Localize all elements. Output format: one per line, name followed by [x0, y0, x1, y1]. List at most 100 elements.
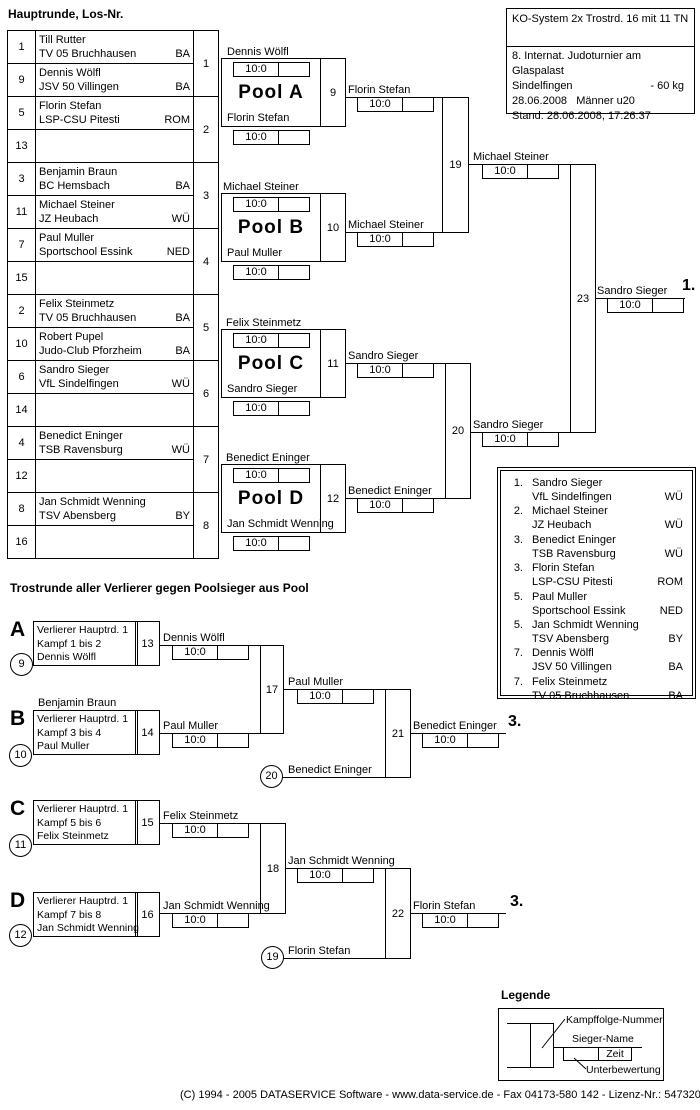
- time-cell: [468, 914, 498, 927]
- match-number: 13: [135, 621, 160, 666]
- match-number: 14: [135, 710, 160, 755]
- region-code: BA: [175, 312, 190, 324]
- event-date-class: 28.06.2008 Männer u20: [512, 95, 635, 107]
- score-value: 10:0: [358, 499, 403, 512]
- prelim-match-number: 5: [193, 294, 219, 361]
- entrant-cell: Sandro Sieger VfL Sindelfingen WÜ: [35, 360, 194, 394]
- result-rank: 1.: [513, 477, 523, 489]
- winner-name: Dennis Wölfl: [163, 632, 225, 644]
- entrant-cell: Paul Muller Sportschool Essink NED: [35, 228, 194, 262]
- entrant-row: 4 Benedict Eninger TSB Ravensburg WÜ 7: [7, 426, 219, 493]
- score-box: 10:0: [482, 432, 559, 447]
- pool-entrant-name: Michael Steiner: [223, 181, 299, 193]
- prelim-match-number: 1: [193, 30, 219, 97]
- consolation-letter: C: [10, 797, 26, 820]
- time-cell: [279, 266, 309, 279]
- los-number: 8: [7, 492, 36, 526]
- pool-ref-circle: 11: [9, 834, 32, 857]
- entrant-club: TSB Ravensburg: [39, 444, 123, 456]
- pool-label: Pool A: [238, 81, 304, 103]
- score-box: 10:0: [422, 733, 499, 748]
- result-region: WÜ: [664, 519, 683, 532]
- result-entry: 2. Michael Steiner JZ Heubach WÜ: [501, 504, 692, 532]
- pool-label: Pool B: [237, 216, 305, 238]
- entrant-name: Dennis Wölfl: [39, 67, 101, 79]
- score-box: 10:0: [172, 823, 249, 838]
- match-connector: 20: [445, 363, 471, 499]
- entrant-cell: [35, 129, 194, 163]
- region-code: ROM: [164, 114, 190, 126]
- entrant-name: Sandro Sieger: [39, 364, 110, 376]
- entrant-cell: Michael Steiner JZ Heubach WÜ: [35, 195, 194, 229]
- entrant-club: LSP-CSU Pitesti: [39, 114, 120, 126]
- winner-name: Jan Schmidt Wenning: [288, 855, 395, 867]
- region-code: BA: [175, 48, 190, 60]
- result-rank: 5.: [513, 590, 523, 603]
- entrant-name: Felix Steinmetz: [39, 298, 115, 310]
- score-value: 10:0: [234, 131, 279, 144]
- pool-ref-circle: 10: [9, 744, 32, 767]
- entrant-club: TSV Abensberg: [39, 510, 117, 522]
- score-value: 10:0: [173, 914, 218, 927]
- time-cell: [468, 734, 498, 747]
- consolation-letter: A: [10, 618, 26, 641]
- result-region: ROM: [657, 576, 683, 589]
- region-code: BA: [175, 81, 190, 93]
- score-value: 10:0: [358, 364, 403, 377]
- entrant-row: 2 Felix Steinmetz TV 05 Bruchhausen BA 5: [7, 294, 219, 361]
- winner-name: Florin Stefan: [413, 900, 476, 912]
- score-value: 10:0: [234, 402, 279, 415]
- result-region: WÜ: [664, 491, 683, 503]
- region-code: NED: [166, 246, 190, 258]
- region-code: WÜ: [171, 444, 190, 456]
- region-code: BA: [175, 345, 190, 357]
- time-cell: [343, 869, 373, 882]
- score-value: 10:0: [234, 198, 279, 211]
- legend-pointer-line: [541, 1018, 566, 1049]
- event-city: Sindelfingen: [512, 80, 573, 92]
- result-rank: 5.: [513, 618, 523, 631]
- los-number: 10: [7, 327, 36, 361]
- score-box: 10:0: [233, 130, 310, 145]
- main-round-title: Hauptrunde, Los-Nr.: [8, 7, 124, 21]
- consolation-source-box: Verlierer Hauptrd. 1 Kampf 3 bis 4 Paul …: [33, 710, 138, 755]
- result-club: TV 05 Bruchhausen: [532, 689, 630, 702]
- event-name: 8. Internat. Judoturnier am Glaspalast: [512, 50, 642, 77]
- pool-match-number: 9: [320, 58, 346, 127]
- region-code: WÜ: [171, 378, 190, 390]
- match-connector: 22: [385, 868, 411, 959]
- prelim-match-number: 7: [193, 426, 219, 493]
- entrant-cell: Benedict Eninger TSB Ravensburg WÜ: [35, 426, 194, 460]
- pool-entrant-name: Sandro Sieger: [227, 383, 298, 395]
- los-number: 3: [7, 162, 36, 196]
- entrant-row: 1 Till Rutter TV 05 Bruchhausen BA 1: [7, 30, 219, 97]
- entrant-name: Benjamin Braun: [39, 166, 118, 178]
- entrant-name: Robert Pupel: [39, 331, 104, 343]
- prelim-match-number: 2: [193, 96, 219, 163]
- result-region: WÜ: [664, 547, 683, 560]
- score-value: 10:0: [483, 165, 528, 178]
- entrant-row: 12: [7, 459, 219, 493]
- weight-class: - 60 kg: [650, 80, 684, 92]
- place-label: 1.: [682, 277, 696, 294]
- entrant-name: Benedict Eninger: [39, 430, 123, 442]
- winner-name: Paul Muller: [163, 720, 219, 732]
- bracket-line: [284, 958, 385, 959]
- entrant-row: 15: [7, 261, 219, 295]
- result-rank: 2.: [513, 505, 523, 518]
- score-box: 10:0: [233, 536, 310, 551]
- result-region: BA: [668, 661, 683, 674]
- score-value: 10:0: [358, 233, 403, 246]
- result-club: JZ Heubach: [532, 519, 592, 532]
- entrant-cell: Dennis Wölfl JSV 50 Villingen BA: [35, 63, 194, 97]
- region-code: BA: [175, 180, 190, 192]
- score-box: 10:0: [422, 913, 499, 928]
- pool-ref-circle: 9: [10, 653, 33, 676]
- consolation-letter: D: [10, 889, 26, 912]
- result-rank: 7.: [513, 675, 523, 688]
- entrant-cell: Till Rutter TV 05 Bruchhausen BA: [35, 30, 194, 64]
- los-number: 4: [7, 426, 36, 460]
- score-value: 10:0: [234, 537, 279, 550]
- entrant-row: 8 Jan Schmidt Wenning TSV Abensberg BY 8: [7, 492, 219, 559]
